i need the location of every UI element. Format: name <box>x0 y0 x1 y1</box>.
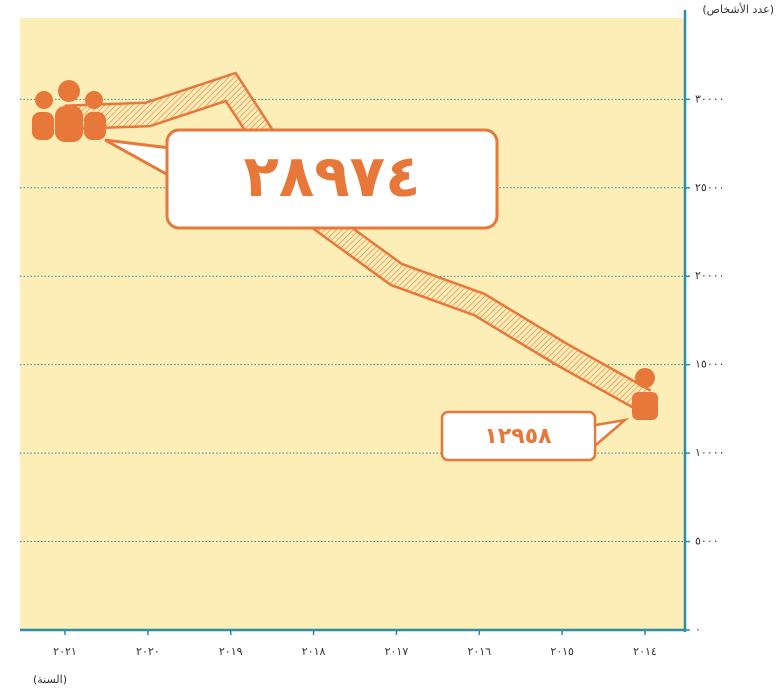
x-tick-label: ٢٠٢١ <box>53 645 77 658</box>
line <box>64 74 651 410</box>
y-tick-label: ١٠٠٠٠ <box>695 446 725 459</box>
x-tick-label: ٢٠١٨ <box>302 645 326 658</box>
value-label: ٢٨٩٧٤ <box>243 142 420 210</box>
people-group-icon <box>32 80 106 142</box>
y-tick-label: ٠ <box>695 623 701 636</box>
y-axis-label: (عدد الأشخاص) <box>702 2 774 16</box>
x-axis-label: (السنة) <box>33 673 67 686</box>
x-tick-label: ٢٠٢٠ <box>136 645 160 658</box>
callout-large: ٢٨٩٧٤ <box>104 128 499 230</box>
person-icon <box>632 368 658 420</box>
x-tick-label: ٢٠١٩ <box>219 645 243 658</box>
x-tick-label: ٢٠١٦ <box>467 645 491 658</box>
x-tick-label: ٢٠١٧ <box>385 645 409 658</box>
callout-small: ١٢٩٥٨ <box>440 410 630 462</box>
y-tick-label: ٥٠٠٠ <box>695 535 719 548</box>
y-tick-label: ٣٠٠٠٠ <box>695 92 725 105</box>
y-tick-label: ٢٠٠٠٠ <box>695 269 725 282</box>
y-tick-label: ١٥٠٠٠ <box>695 358 725 371</box>
x-tick-label: ٢٠١٥ <box>550 645 574 658</box>
value-label: ١٢٩٥٨ <box>484 424 552 449</box>
y-tick-label: ٢٥٠٠٠ <box>695 181 725 194</box>
x-tick-label: ٢٠١٤ <box>633 645 657 658</box>
